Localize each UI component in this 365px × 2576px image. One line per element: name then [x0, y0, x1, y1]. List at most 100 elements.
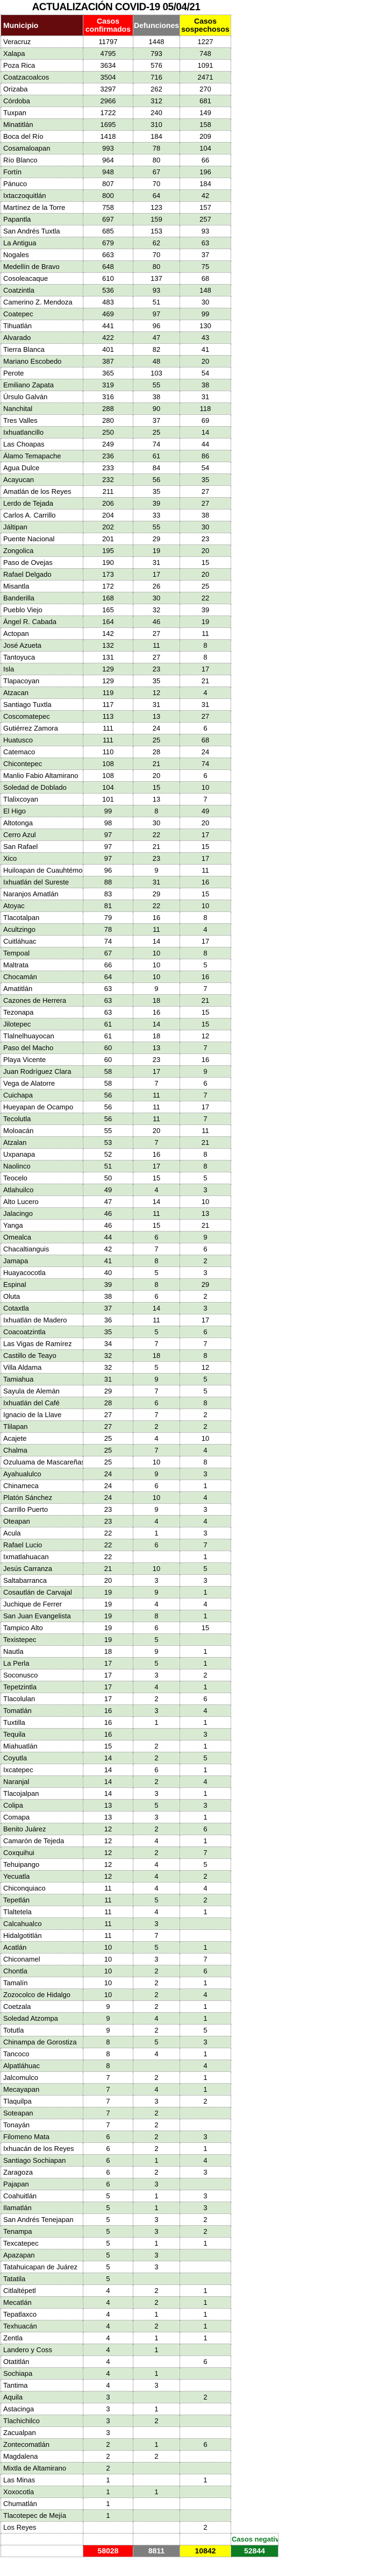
confirmados-cell: 168: [83, 592, 133, 604]
confirmados-cell: 7: [83, 2119, 133, 2131]
sospechosos-cell: 29: [180, 1278, 231, 1291]
defunciones-cell: 14: [133, 1302, 180, 1314]
sospechosos-cell: 6: [180, 2355, 231, 2368]
confirmados-cell: 25: [83, 1432, 133, 1445]
municipio-cell: Totutla: [1, 2024, 83, 2036]
defunciones-cell: 9: [133, 864, 180, 876]
municipio-cell: Zacualpan: [1, 2426, 83, 2439]
sospechosos-cell: 6: [180, 1965, 231, 1977]
table-row: Coscomatepec 113 13 27: [1, 710, 278, 723]
municipio-cell: Tampico Alto: [1, 1622, 83, 1634]
table-row: Tres Valles 280 37 69: [1, 414, 278, 427]
defunciones-cell: 7: [133, 1444, 180, 1456]
spacer-cell: [231, 189, 278, 202]
municipio-cell: Tantoyuca: [1, 651, 83, 663]
table-row: Ixmatlahuacan 22 1: [1, 1551, 278, 1563]
confirmados-cell: 13: [83, 1811, 133, 1823]
table-row: La Antigua 679 62 63: [1, 237, 278, 249]
spacer-cell: [231, 592, 278, 604]
sospechosos-cell: 27: [180, 710, 231, 723]
sospechosos-cell: 4: [180, 1444, 231, 1456]
defunciones-cell: 6: [133, 1764, 180, 1776]
table-row: Pajapan 6 3: [1, 2178, 278, 2190]
confirmados-cell: 101: [83, 793, 133, 805]
municipio-cell: Tuxtilla: [1, 1716, 83, 1729]
header-spacer: [231, 15, 278, 36]
sospechosos-cell: 149: [180, 107, 231, 119]
defunciones-cell: 11: [133, 1113, 180, 1125]
defunciones-cell: 2: [133, 2000, 180, 2013]
municipio-cell: Castillo de Teayo: [1, 1349, 83, 1362]
spacer-cell: [231, 83, 278, 95]
municipio-cell: Ayahualulco: [1, 1468, 83, 1480]
confirmados-cell: 32: [83, 1349, 133, 1362]
sospechosos-cell: 6: [180, 769, 231, 782]
confirmados-cell: 3297: [83, 83, 133, 95]
municipio-cell: Texcatepec: [1, 2237, 83, 2249]
spacer-cell: [231, 2320, 278, 2332]
defunciones-cell: 1: [133, 2202, 180, 2214]
table-row: Cuitláhuac 74 14 17: [1, 935, 278, 947]
table-row: Ilamatlán 5 1 3: [1, 2202, 278, 2214]
defunciones-cell: 23: [133, 1053, 180, 1066]
table-row: Magdalena 2 2: [1, 2450, 278, 2462]
table-row: Paso de Ovejas 190 31 15: [1, 556, 278, 569]
spacer-cell: [231, 1965, 278, 1977]
sospechosos-cell: 681: [180, 95, 231, 107]
table-row: Tlalnelhuayocan 61 18 12: [1, 1030, 278, 1042]
page-title: ACTUALIZACIÓN COVID-19 05/04/21: [32, 2, 201, 13]
defunciones-cell: 103: [133, 367, 180, 379]
municipio-cell: Citlaltépetl: [1, 2284, 83, 2297]
municipio-cell: Boca del Río: [1, 130, 83, 143]
table-row: Huiloapan de Cuauhtémoc 96 9 11: [1, 864, 278, 876]
municipio-cell: Cotaxtla: [1, 1302, 83, 1314]
defunciones-cell: 7: [133, 1929, 180, 1942]
municipio-cell: Cosoleacaque: [1, 272, 83, 285]
spacer-cell: [231, 1030, 278, 1042]
confirmados-cell: 610: [83, 272, 133, 285]
municipio-cell: Tecolutla: [1, 1113, 83, 1125]
defunciones-cell: 18: [133, 1349, 180, 1362]
sospechosos-cell: [180, 1917, 231, 1930]
defunciones-cell: 22: [133, 900, 180, 912]
defunciones-cell: 137: [133, 272, 180, 285]
defunciones-cell: [133, 1551, 180, 1563]
confirmados-cell: 211: [83, 485, 133, 498]
municipio-cell: Acajete: [1, 1432, 83, 1445]
defunciones-cell: 1: [133, 2367, 180, 2380]
sospechosos-cell: 1: [180, 1740, 231, 1752]
spacer-cell: [231, 1716, 278, 1729]
confirmados-cell: 1: [83, 2474, 133, 2486]
confirmados-cell: 46: [83, 1207, 133, 1220]
sospechosos-cell: 5: [180, 1172, 231, 1184]
table-row: Oluta 38 6 2: [1, 1290, 278, 1303]
municipio-cell: Camarón de Tejeda: [1, 1835, 83, 1847]
defunciones-cell: 4: [133, 1882, 180, 1894]
spacer-cell: [231, 1657, 278, 1669]
defunciones-cell: 2: [133, 1823, 180, 1835]
defunciones-cell: 2: [133, 2119, 180, 2131]
confirmados-cell: 14: [83, 1787, 133, 1800]
spacer-cell: [231, 1456, 278, 1468]
municipio-cell: Zentla: [1, 2332, 83, 2344]
table-row: Chumatlán 1: [1, 2497, 278, 2510]
sospechosos-cell: 3: [180, 1184, 231, 1196]
sospechosos-cell: 4: [180, 1882, 231, 1894]
confirmados-cell: 8: [83, 2048, 133, 2060]
table-row: Atzacan 119 12 4: [1, 687, 278, 699]
defunciones-cell: 19: [133, 544, 180, 557]
spacer-cell: [231, 1539, 278, 1551]
spacer-cell: [231, 1255, 278, 1267]
table-row: Platón Sánchez 24 10 4: [1, 1491, 278, 1504]
municipio-cell: Tlacojalpan: [1, 1787, 83, 1800]
spacer-cell: [231, 142, 278, 154]
defunciones-cell: 6: [133, 1622, 180, 1634]
confirmados-cell: 19: [83, 1633, 133, 1646]
defunciones-cell: 310: [133, 118, 180, 131]
defunciones-cell: 25: [133, 426, 180, 438]
confirmados-cell: 7: [83, 2083, 133, 2096]
spacer-cell: [231, 1882, 278, 1894]
sospechosos-cell: [180, 1929, 231, 1942]
spacer-cell: [231, 2249, 278, 2261]
defunciones-cell: 3: [133, 1811, 180, 1823]
